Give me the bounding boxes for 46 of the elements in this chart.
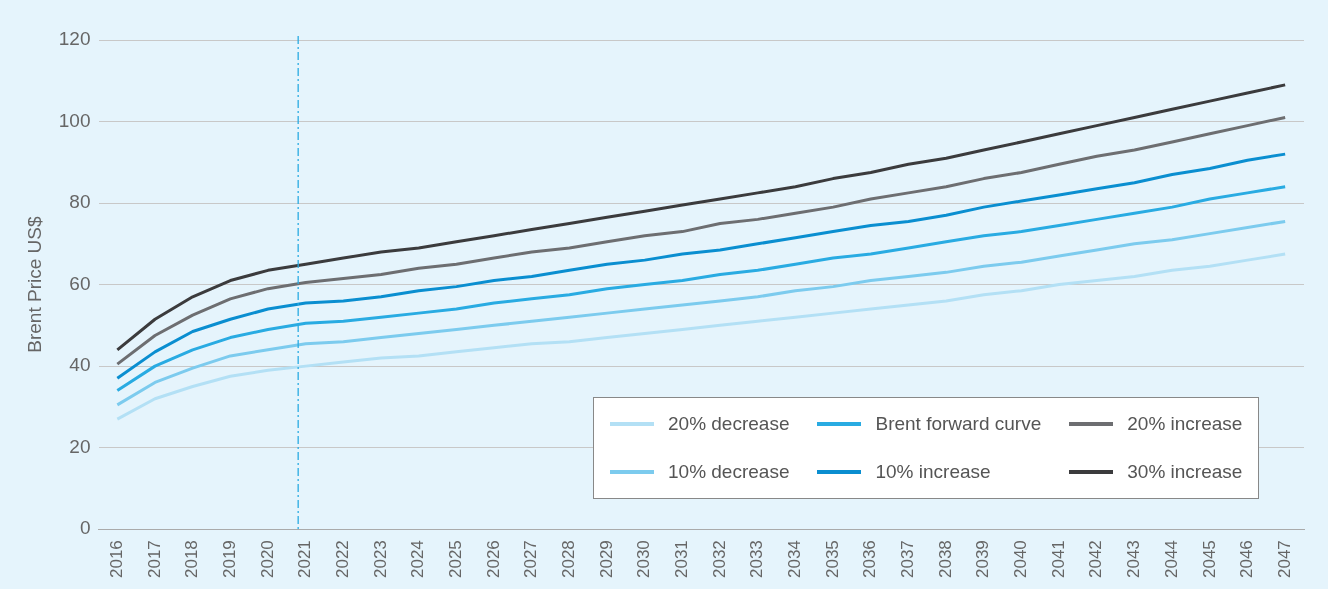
x-tick-label: 2028	[559, 540, 579, 579]
x-tick-label: 2038	[935, 540, 955, 579]
x-tick-label: 2044	[1161, 540, 1181, 579]
x-tick-label: 2030	[634, 540, 654, 579]
x-tick-label: 2047	[1274, 540, 1294, 579]
x-tick-label: 2029	[596, 540, 616, 579]
legend-label: 30% increase	[1127, 461, 1243, 484]
x-tick-label: 2025	[446, 540, 466, 579]
x-tick-label: 2041	[1048, 540, 1068, 579]
y-tick-label: 60	[69, 272, 91, 294]
x-tick-label: 2017	[144, 540, 164, 579]
x-tick-label: 2023	[370, 540, 390, 579]
x-tick-label: 2037	[898, 540, 918, 579]
x-tick-label: 2024	[408, 540, 428, 579]
x-tick-label: 2021	[295, 540, 315, 579]
x-tick-label: 2035	[822, 540, 842, 579]
y-tick-label: 0	[79, 517, 91, 539]
legend-label: 20% increase	[1127, 413, 1243, 436]
x-tick-label: 2046	[1237, 540, 1257, 579]
x-tick-label: 2022	[333, 540, 353, 579]
legend-label: 10% decrease	[668, 461, 790, 484]
x-tick-label: 2042	[1086, 540, 1106, 579]
x-tick-label: 2016	[107, 540, 127, 579]
x-tick-label: 2032	[709, 540, 729, 579]
x-tick-label: 2045	[1199, 540, 1219, 579]
x-tick-label: 2036	[860, 540, 880, 579]
x-tick-label: 2033	[747, 540, 767, 579]
x-tick-label: 2034	[785, 540, 805, 579]
x-tick-label: 2040	[1011, 540, 1031, 579]
x-tick-label: 2019	[220, 540, 240, 579]
y-axis-title: Brent Price US$	[23, 216, 45, 353]
x-tick-label: 2043	[1124, 540, 1144, 579]
y-tick-label: 100	[58, 109, 91, 131]
legend-label: 10% increase	[875, 461, 991, 484]
y-tick-label: 20	[69, 435, 91, 457]
legend-label: 20% decrease	[668, 413, 790, 436]
y-tick-label: 120	[58, 28, 91, 50]
x-tick-label: 2020	[257, 540, 277, 579]
legend-label: Brent forward curve	[875, 413, 1042, 436]
x-tick-label: 2039	[973, 540, 993, 579]
x-tick-label: 2031	[672, 540, 692, 579]
y-tick-label: 80	[69, 191, 91, 213]
x-tick-label: 2026	[483, 540, 503, 579]
x-tick-label: 2018	[182, 540, 202, 579]
y-tick-label: 40	[69, 354, 91, 376]
x-tick-label: 2027	[521, 540, 541, 579]
